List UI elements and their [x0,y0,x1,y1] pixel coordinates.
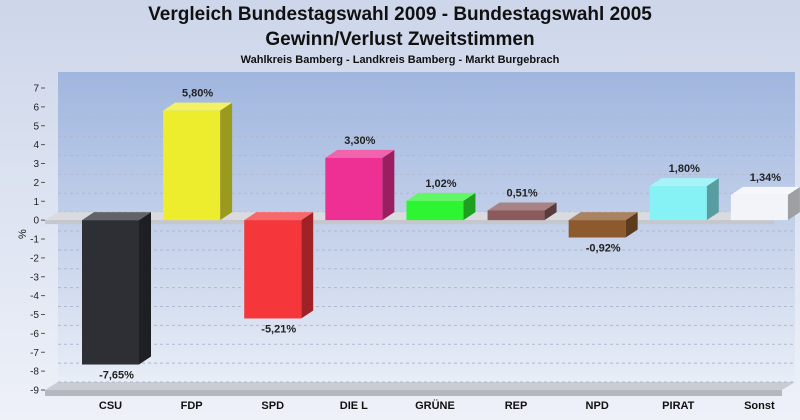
y-tick-label: 5 [33,121,39,132]
y-tick-label: -4 [30,291,39,302]
bar-top [82,212,151,221]
value-label: 3,30% [344,135,375,147]
category-label: PIRAT [662,400,694,412]
bar-front [244,220,302,319]
value-label: 1,80% [669,163,700,175]
chart-title-line-2: Gewinn/Verlust Zweitstimmen [265,29,535,50]
bar-top [487,202,557,211]
chart-title-line-1: Vergleich Bundestagswahl 2009 - Bundesta… [148,4,652,25]
plot-floor [45,382,795,390]
bar-top [406,192,476,201]
category-label: NPD [586,400,609,412]
y-tick-label: 4 [33,140,39,151]
category-label: FDP [181,400,203,412]
category-label: REP [505,400,528,412]
value-label: 0,51% [506,187,537,199]
category-label: SPD [261,400,284,412]
bar-top [244,212,314,221]
y-tick-label: 0 [33,216,39,227]
bar-side [625,212,638,238]
category-label: Sonst [744,400,775,412]
y-tick-label: -1 [30,235,39,246]
bar-front [325,157,383,221]
zero-plane-edge [45,220,774,225]
category-label: GRÜNE [415,399,455,412]
category-label: CSU [99,400,122,412]
bar-side [463,192,476,221]
bar-top [730,186,800,195]
bar-side [706,178,719,221]
y-axis-label: % [17,229,29,239]
bar-side [139,212,151,365]
y-tick-label: 2 [33,178,39,189]
value-label: -7,65% [99,370,134,382]
value-label: -5,21% [261,323,296,335]
plot-floor-edge [45,390,782,396]
chart-subtitle: Wahlkreis Bamberg - Landkreis Bamberg - … [240,54,560,66]
bar-spd [244,212,314,319]
bar-pirat [649,178,719,221]
y-tick-label: 1 [33,197,39,208]
bar-front [82,220,139,365]
y-tick-label: -9 [30,386,39,397]
value-label: 5,80% [182,88,213,100]
y-tick-label: -6 [30,329,39,340]
bar-npd [568,212,638,238]
y-tick-label: 7 [33,84,39,95]
bar-front [730,194,788,221]
bar-side [220,102,233,221]
value-label: 1,02% [425,178,456,190]
bar-side [382,149,395,221]
bar-grüne [406,192,476,221]
y-tick-label: 6 [33,102,39,113]
y-tick-label: -3 [30,272,39,283]
y-tick-label: 3 [33,159,39,170]
bar-front [487,210,545,221]
bar-sonst [730,186,800,221]
bar-front [406,200,464,221]
bar-front [649,186,707,221]
value-label: 1,34% [750,172,781,184]
bar-top [649,178,719,187]
bar-top [163,102,233,111]
y-tick-label: -7 [30,348,39,359]
bar-front [163,110,221,221]
bar-fdp [163,102,233,221]
bar-front [568,220,626,238]
bar-top [325,149,395,158]
bar-side [787,186,800,221]
y-tick-label: -2 [30,253,39,264]
bar-side [544,202,557,221]
y-tick-label: -8 [30,367,39,378]
bar-die-l [325,149,395,221]
category-label: DIE L [340,400,368,412]
bar-rep [487,202,557,221]
value-label: -0,92% [586,242,621,254]
y-tick-label: -5 [30,310,39,321]
bar-side [301,212,314,319]
bar-csu [82,212,151,365]
bar-top [568,212,638,221]
